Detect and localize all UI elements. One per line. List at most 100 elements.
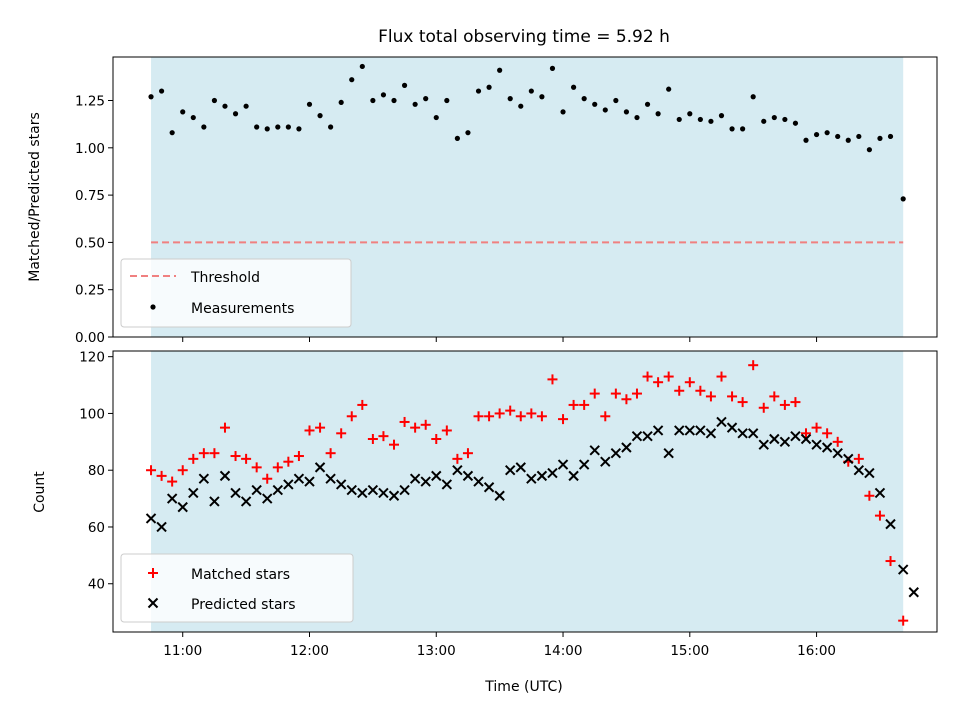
matched-star-point [441, 425, 452, 436]
xtick-label: 12:00 [290, 643, 329, 659]
measurement-point [518, 103, 524, 109]
matched-star-point [209, 448, 220, 459]
measurement-point [328, 124, 334, 130]
matched-star-point [748, 360, 759, 371]
matched-star-point [874, 510, 885, 521]
matched-star-point [336, 428, 347, 439]
measurement-point [475, 88, 482, 94]
predicted-star-point [304, 476, 315, 487]
matched-star-point [568, 399, 579, 410]
predicted-star-point [705, 428, 717, 439]
matched-star-point [631, 388, 642, 399]
matched-star-point [864, 490, 875, 501]
matched-star-point [822, 428, 833, 439]
top-ytick-label: 1.00 [75, 141, 105, 157]
predicted-star-point [695, 425, 706, 436]
bottom-y-axis-label: Count [32, 471, 48, 513]
measurement-point [761, 118, 767, 124]
predicted-star-point [505, 465, 516, 476]
matched-star-point [579, 399, 590, 410]
matched-star-point [790, 397, 801, 408]
predicted-star-point [832, 447, 843, 459]
predicted-star-point [631, 430, 643, 442]
predicted-star-point [578, 459, 590, 470]
predicted-star-point [515, 462, 526, 473]
matched-star-point [367, 433, 378, 444]
measurement-point [750, 94, 756, 100]
predicted-star-point [526, 473, 537, 484]
predicted-star-point [737, 428, 748, 439]
matched-star-point [283, 456, 294, 467]
predicted-star-point [874, 487, 886, 499]
matched-star-point [853, 453, 864, 464]
predicted-star-point [156, 521, 167, 533]
predicted-star-point [779, 436, 791, 448]
legend-matched-swatch [148, 568, 158, 578]
matched-star-point [558, 414, 569, 425]
top-y-axis-label: Matched/Predicted stars [27, 112, 43, 282]
predicted-star-point [452, 465, 463, 476]
measurement-point [887, 133, 894, 140]
predicted-star-point [557, 459, 569, 470]
measurement-point [507, 96, 513, 102]
measurement-point [623, 109, 630, 115]
legend-matched-marker [148, 568, 158, 578]
predicted-star-point [747, 428, 759, 439]
matched-star-point [898, 615, 909, 626]
measurement-point [264, 126, 270, 132]
measurement-point [602, 107, 608, 113]
predicted-star-point [409, 473, 421, 484]
measurement-point [613, 97, 619, 104]
predicted-star-point [800, 433, 812, 445]
measurement-point [243, 103, 249, 109]
legend-predicted-marker [147, 597, 159, 609]
predicted-star-point [790, 430, 801, 442]
matched-star-point [684, 377, 695, 388]
measurement-point [412, 101, 418, 107]
predicted-star-point [462, 470, 474, 482]
measurement-point [592, 101, 598, 107]
matched-star-point [737, 397, 748, 408]
matched-star-point [674, 385, 685, 396]
xtick-label: 15:00 [670, 643, 709, 659]
predicted-star-point [674, 425, 685, 436]
chart-title: Flux total observing time = 5.92 h [378, 27, 670, 47]
top-plot-frame [112, 56, 938, 338]
matched-star-point [653, 377, 664, 388]
measurement-point [803, 137, 809, 143]
predicted-star-point [652, 425, 664, 436]
measurement-point [349, 77, 355, 83]
measurement-point [866, 147, 872, 153]
bot-ytick-label: 120 [79, 350, 105, 366]
predicted-star-point [494, 490, 505, 501]
matched-star-point [389, 439, 400, 450]
predicted-star-point [908, 587, 919, 598]
matched-star-point [610, 388, 621, 399]
predicted-star-point [219, 470, 231, 482]
measurement-point [729, 126, 735, 132]
legend-predicted-swatch [147, 597, 159, 609]
measurement-point [211, 97, 218, 104]
measurement-point [201, 124, 207, 130]
matched-star-point [156, 470, 167, 481]
matched-star-point [515, 411, 526, 422]
predicted-star-point [251, 484, 262, 496]
matched-star-point [547, 374, 558, 385]
predicted-star-point [853, 465, 865, 476]
matched-star-point [230, 451, 241, 462]
predicted-star-point [642, 430, 653, 442]
measurement-point [158, 88, 165, 94]
predicted-star-point [621, 442, 632, 453]
matched-star-point [505, 405, 516, 416]
measurement-point [380, 92, 387, 98]
matched-star-point [758, 402, 769, 413]
measurement-point [655, 111, 661, 117]
top-ytick-label: 0.00 [75, 330, 105, 346]
measurement-point [423, 96, 429, 102]
predicted-star-point [811, 439, 822, 450]
predicted-star-point [821, 442, 833, 453]
legend-measurements-swatch [150, 304, 156, 310]
predicted-star-point [367, 484, 379, 496]
predicted-star-point [589, 445, 600, 456]
measurement-point [232, 111, 239, 117]
